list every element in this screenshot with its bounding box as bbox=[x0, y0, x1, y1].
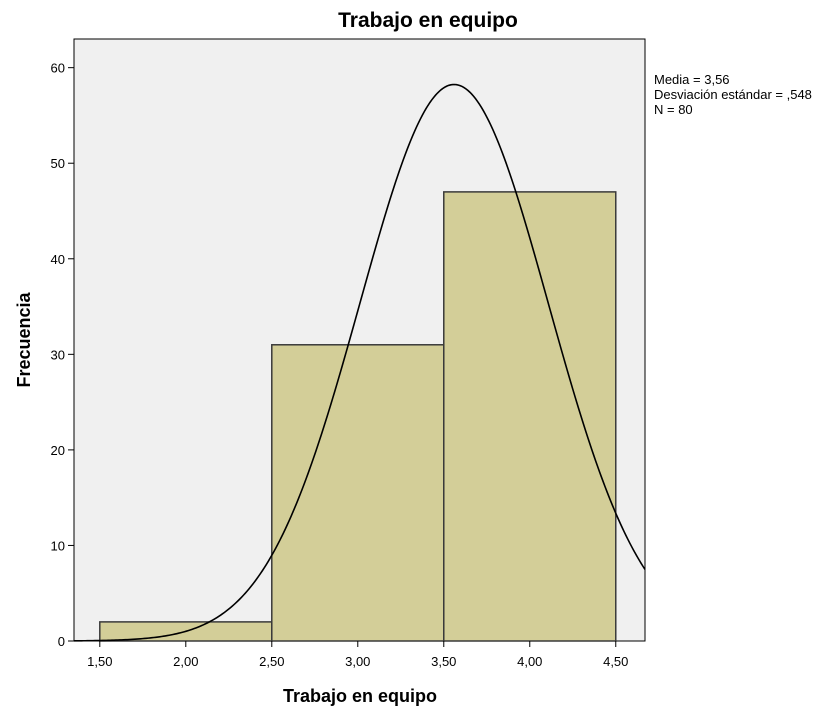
y-tick-label: 0 bbox=[58, 634, 65, 649]
y-axis: 0 10 20 30 40 50 60 bbox=[51, 61, 74, 649]
histogram-bar bbox=[271, 344, 445, 642]
y-tick-label: 60 bbox=[51, 61, 65, 76]
x-tick-label: 2,00 bbox=[173, 654, 198, 669]
bars-group bbox=[99, 191, 617, 642]
x-tick-label: 3,00 bbox=[345, 654, 370, 669]
stats-mean: Media = 3,56 bbox=[654, 72, 730, 87]
normal-curve bbox=[73, 83, 646, 642]
x-tick-label: 4,00 bbox=[517, 654, 542, 669]
x-tick-label: 3,50 bbox=[431, 654, 456, 669]
y-tick-label: 10 bbox=[51, 538, 65, 553]
x-tick-label: 2,50 bbox=[259, 654, 284, 669]
stats-n: N = 80 bbox=[654, 102, 693, 117]
x-tick-label: 4,50 bbox=[603, 654, 628, 669]
stats-sd: Desviación estándar = ,548 bbox=[654, 87, 812, 102]
x-axis: 1,50 2,00 2,50 3,00 3,50 4,00 4,50 bbox=[87, 641, 628, 669]
y-tick-label: 50 bbox=[51, 156, 65, 171]
x-tick-label: 1,50 bbox=[87, 654, 112, 669]
y-tick-label: 20 bbox=[51, 443, 65, 458]
y-axis-title: Frecuencia bbox=[14, 291, 34, 387]
chart-title: Trabajo en equipo bbox=[338, 9, 518, 32]
statistics-box: Media = 3,56 Desviación estándar = ,548 … bbox=[654, 72, 812, 117]
y-tick-label: 30 bbox=[51, 347, 65, 362]
x-axis-title: Trabajo en equipo bbox=[283, 686, 437, 706]
y-tick-label: 40 bbox=[51, 252, 65, 267]
histogram-bar bbox=[443, 191, 617, 642]
